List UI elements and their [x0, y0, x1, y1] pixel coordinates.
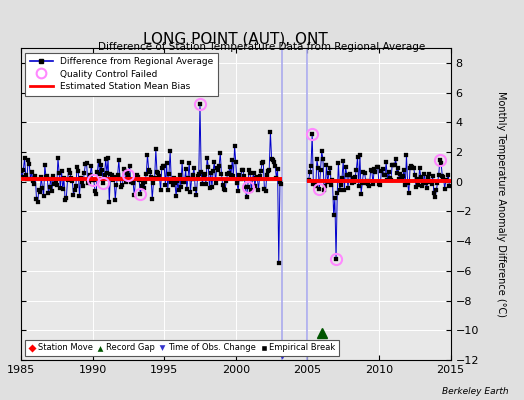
Title: LONG POINT (AUT), ONT: LONG POINT (AUT), ONT [144, 32, 328, 47]
Y-axis label: Monthly Temperature Anomaly Difference (°C): Monthly Temperature Anomaly Difference (… [496, 91, 506, 317]
Legend: Station Move, Record Gap, Time of Obs. Change, Empirical Break: Station Move, Record Gap, Time of Obs. C… [25, 340, 339, 356]
Text: Difference of Station Temperature Data from Regional Average: Difference of Station Temperature Data f… [99, 42, 425, 52]
Text: Berkeley Earth: Berkeley Earth [442, 387, 508, 396]
